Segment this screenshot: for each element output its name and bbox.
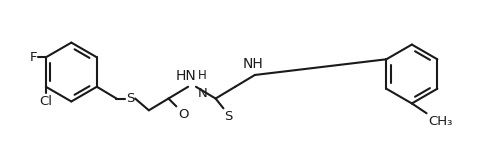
Text: H: H — [198, 69, 206, 82]
Text: NH: NH — [243, 57, 263, 71]
Text: S: S — [224, 110, 233, 123]
Text: O: O — [178, 108, 189, 121]
Text: Cl: Cl — [40, 95, 52, 108]
Text: S: S — [126, 92, 134, 105]
Text: HN: HN — [176, 69, 197, 83]
Text: N: N — [198, 87, 207, 100]
Text: F: F — [30, 51, 37, 64]
Text: CH₃: CH₃ — [428, 115, 453, 128]
